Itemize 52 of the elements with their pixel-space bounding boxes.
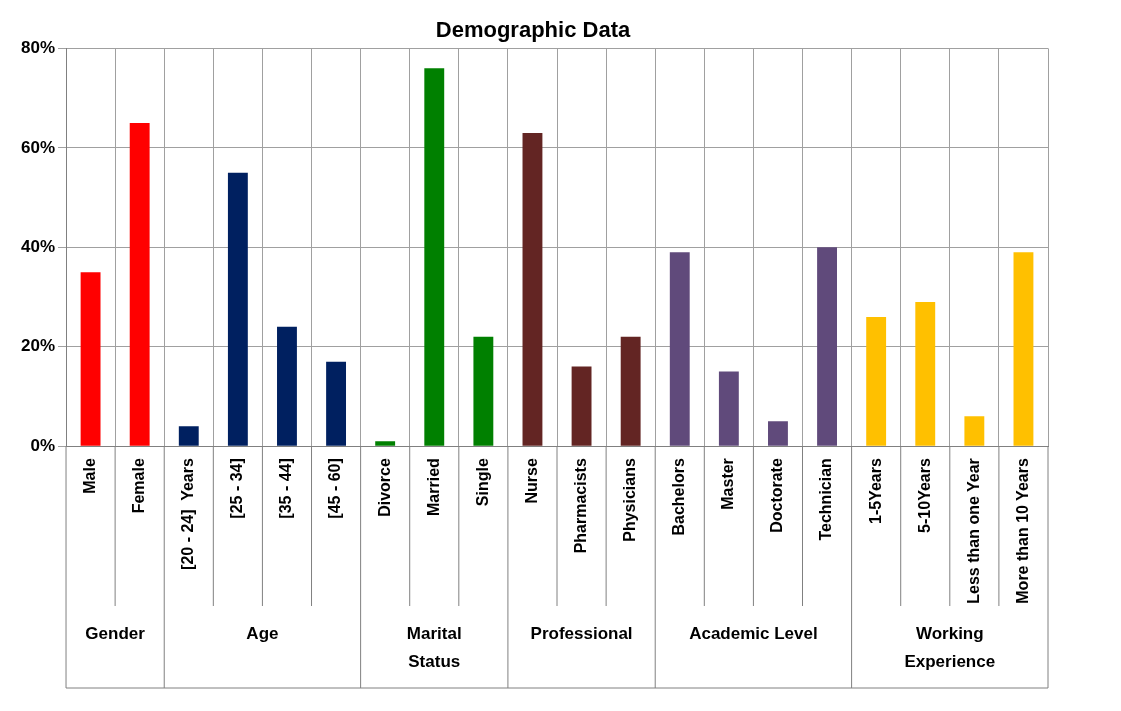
bar <box>718 371 739 446</box>
bar <box>473 336 494 446</box>
x-tick-label: Divorce <box>375 458 393 517</box>
x-tick-label: [20 - 24] Years <box>179 458 197 570</box>
bar <box>522 132 543 446</box>
x-tick-label: [45 - 60] <box>326 458 344 519</box>
bar <box>277 326 297 446</box>
x-tick-label: Pharmacists <box>571 458 589 554</box>
y-tick-label: 0% <box>30 435 56 455</box>
x-tick-label: [25 - 34] <box>228 458 246 519</box>
y-tick-label: 80% <box>20 38 56 58</box>
x-tick-label: Nurse <box>522 458 540 504</box>
bar <box>620 336 641 446</box>
x-tick-label: Technician <box>817 458 835 541</box>
x-tick-label: Master <box>719 458 737 510</box>
bar <box>129 122 150 446</box>
x-tick-label: Female <box>130 458 148 514</box>
bar <box>915 301 936 446</box>
x-tick-label: Married <box>424 458 442 516</box>
x-tick-label: Doctorate <box>768 458 786 533</box>
bar <box>964 416 985 446</box>
x-tick-label: Physicians <box>621 458 639 542</box>
x-tick-label: Bachelors <box>670 458 688 536</box>
y-tick-label: 20% <box>20 336 56 356</box>
x-tick-label: More than 10 Years <box>1013 458 1031 604</box>
chart-title: Demographic Data <box>435 17 631 43</box>
bar <box>1013 252 1034 446</box>
text: Marital Status <box>406 623 462 671</box>
y-tick-label: 60% <box>20 137 56 157</box>
x-tick-label: Less than one Year <box>964 458 982 604</box>
x-tick-label: Male <box>80 458 98 494</box>
y-tick-label: 40% <box>20 236 56 256</box>
text: Age <box>246 623 279 643</box>
x-tick-label: Single <box>473 458 491 507</box>
x-tick-label: 5-10Years <box>915 458 933 533</box>
bar <box>669 252 690 446</box>
text: Gender <box>85 623 146 643</box>
text: Professional <box>530 623 633 643</box>
bar <box>866 316 887 446</box>
x-tick-label: [35 - 44] <box>277 458 295 519</box>
bar <box>227 172 248 446</box>
bar <box>80 272 101 446</box>
bar <box>178 426 199 446</box>
bar <box>326 361 347 446</box>
bar <box>817 247 837 446</box>
text: Academic Level <box>689 623 818 643</box>
bar <box>424 68 445 446</box>
x-tick-label: 1-5Years <box>866 458 884 524</box>
bar <box>375 441 396 446</box>
bar <box>768 421 788 446</box>
text: Working Experience <box>904 623 996 671</box>
bar <box>571 366 592 446</box>
